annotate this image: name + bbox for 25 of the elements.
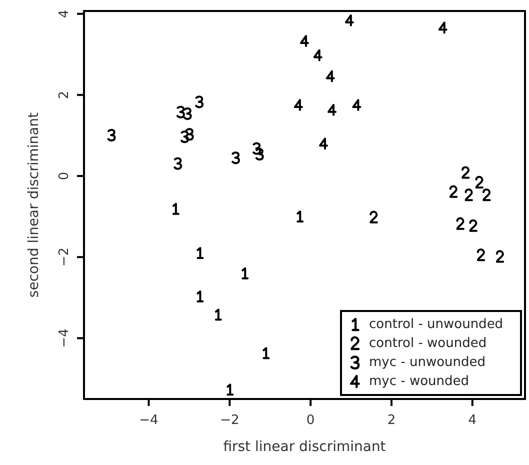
y-tick-label: 2 <box>57 90 72 100</box>
point <box>344 14 354 26</box>
point <box>294 99 303 112</box>
point <box>328 104 337 116</box>
x-tick-label: 4 <box>468 413 477 428</box>
y-tick-label: 0 <box>57 172 72 180</box>
x-tick-label: 0 <box>306 413 315 428</box>
legend-label: control - unwounded <box>369 317 504 332</box>
legend-label: myc - unwounded <box>369 355 486 370</box>
y-tick-label: −4 <box>57 328 72 348</box>
legend-label: myc - wounded <box>369 374 470 389</box>
y-axis-title: second linear discriminant <box>26 112 42 298</box>
y-tick-label: −2 <box>57 248 72 267</box>
x-axis-title: first linear discriminant <box>223 439 386 455</box>
point <box>300 35 309 47</box>
point <box>352 99 362 112</box>
x-tick-label: −4 <box>139 413 158 428</box>
x-tick-label: −2 <box>220 413 240 428</box>
point <box>319 138 328 150</box>
point <box>326 70 335 82</box>
point <box>313 49 322 62</box>
x-tick-label: 2 <box>387 413 396 428</box>
y-tick-label: 4 <box>57 10 72 18</box>
point <box>438 22 448 34</box>
legend-label: control - wounded <box>369 336 487 351</box>
